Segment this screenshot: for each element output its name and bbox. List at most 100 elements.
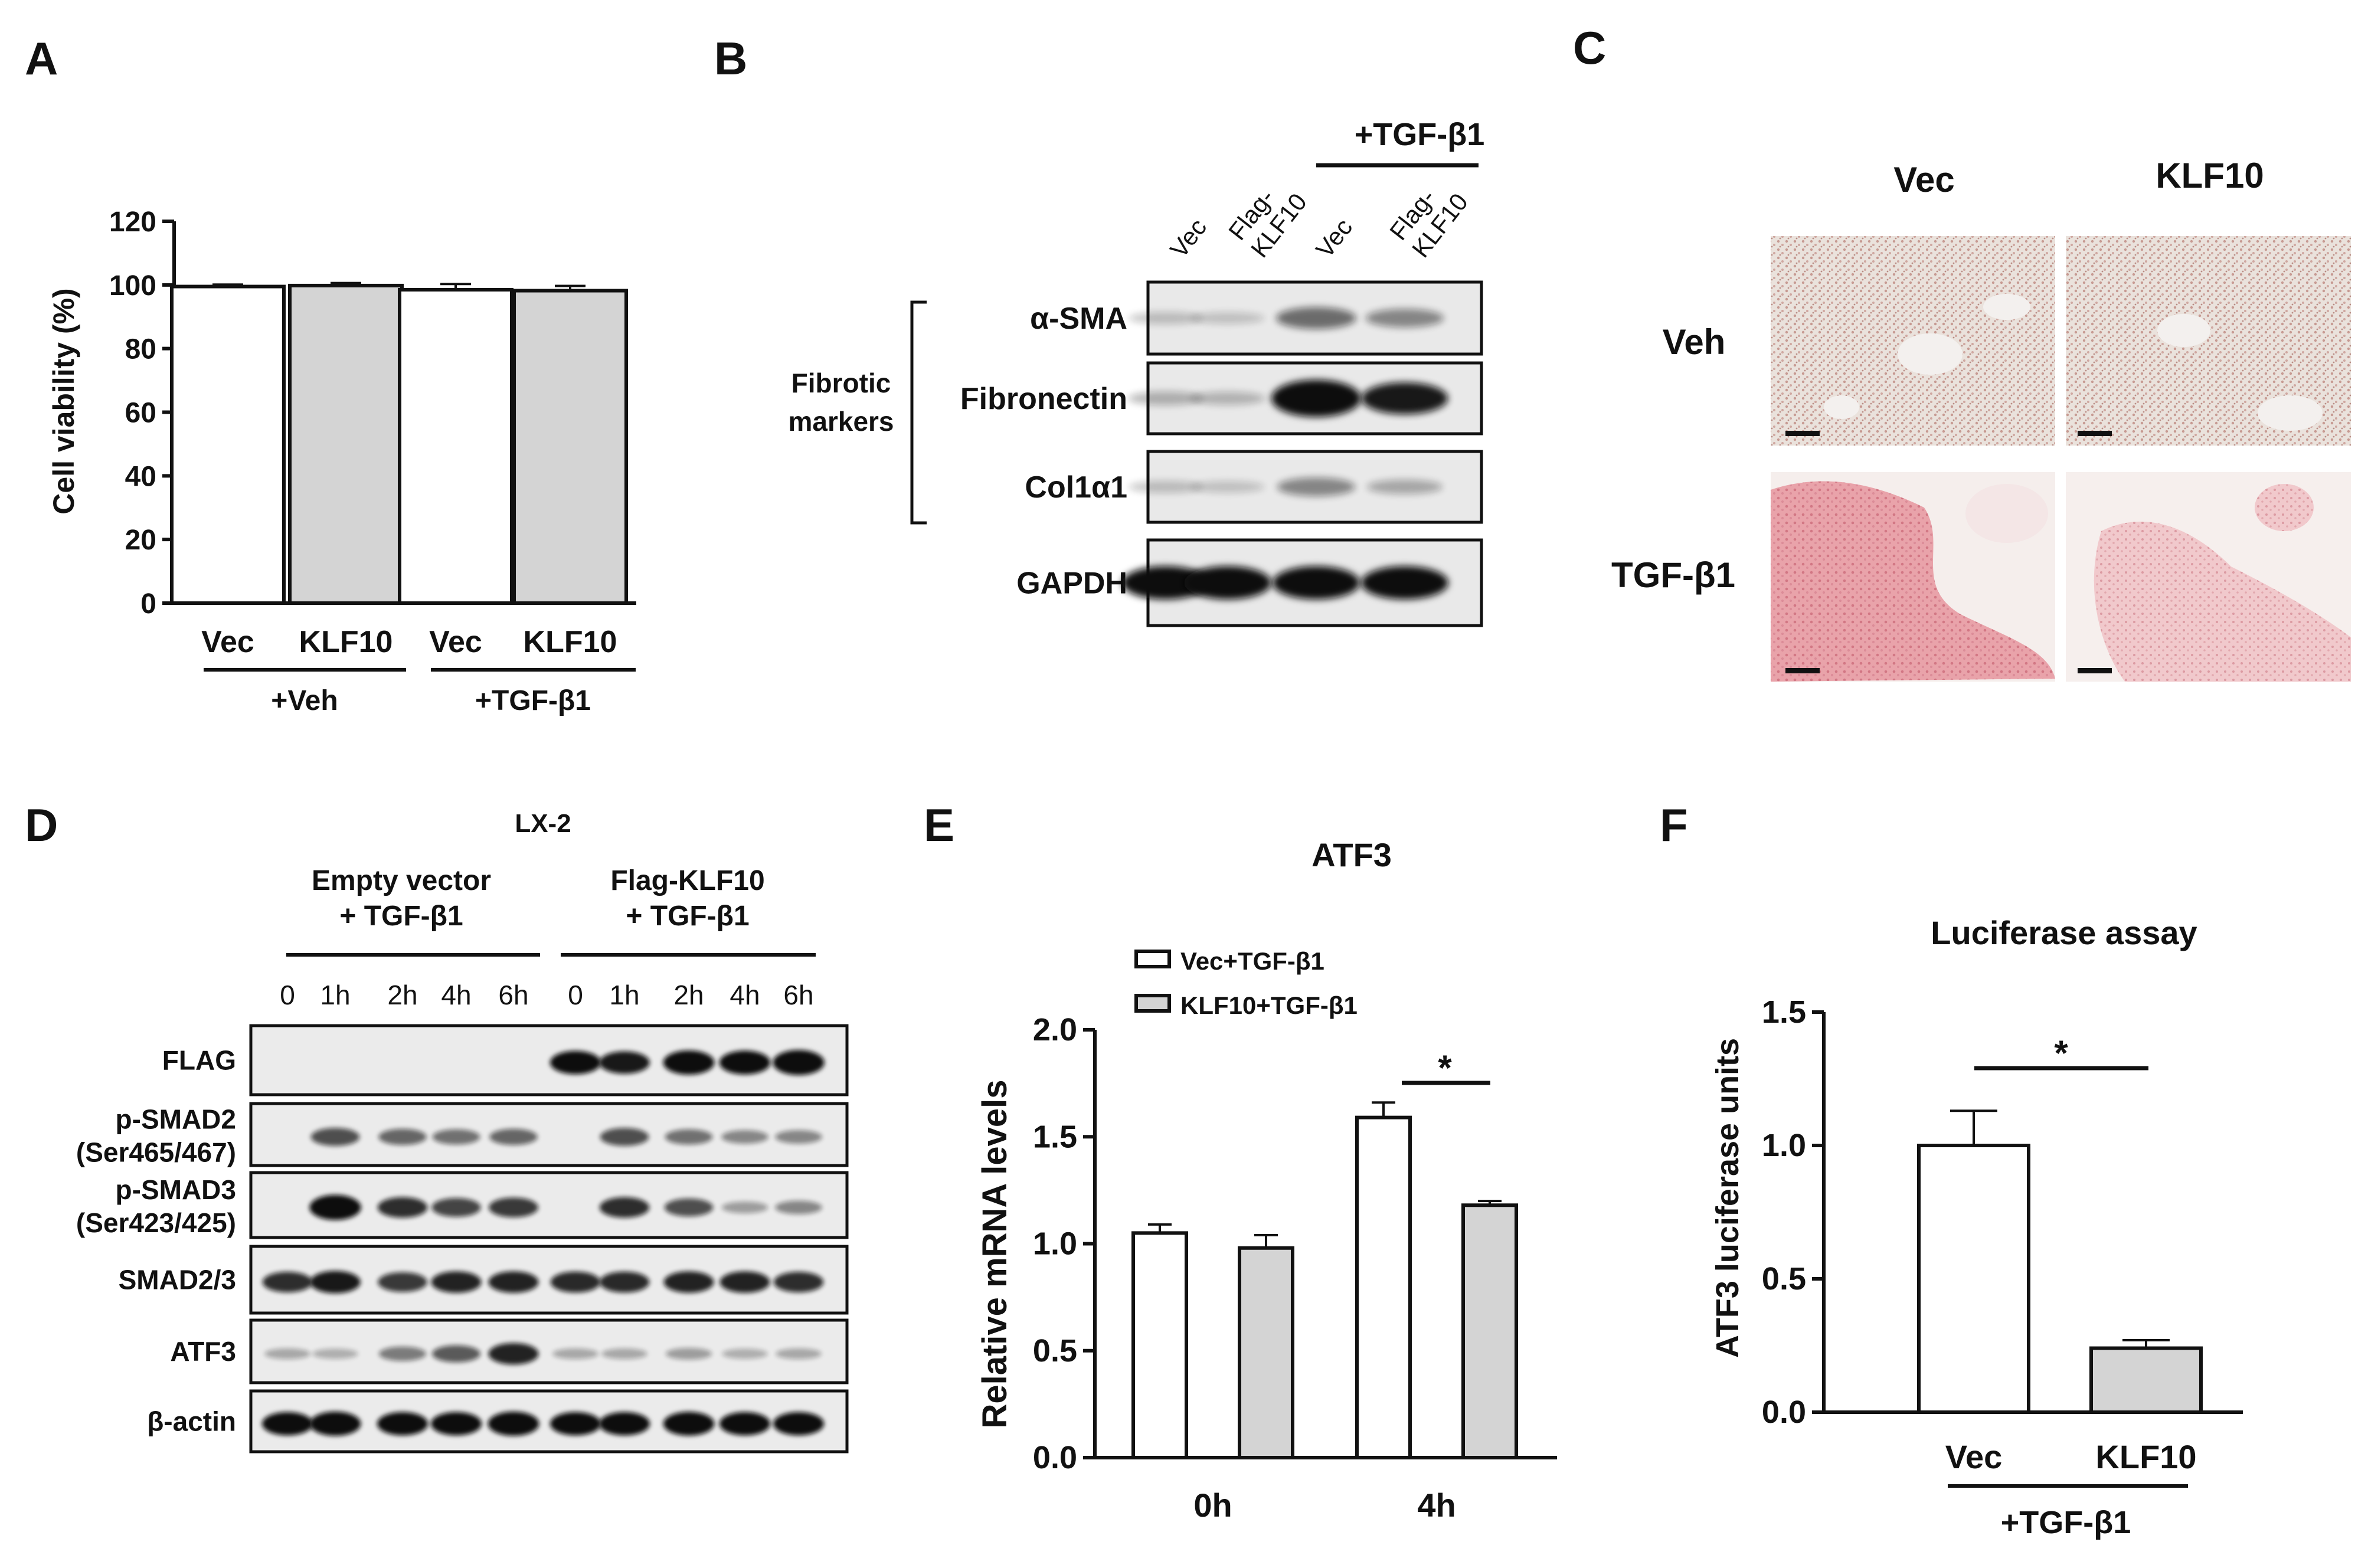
y-axis-label: Cell viability (%) <box>47 288 80 514</box>
band <box>773 1272 824 1292</box>
panel-c: C Vec KLF10 Veh TGF-β1 <box>1573 22 2351 682</box>
y-tick-label: 20 <box>125 525 156 556</box>
micrograph-veh-vec <box>1771 236 2055 446</box>
band <box>722 1348 768 1359</box>
blot-label: p-SMAD2 <box>116 1104 236 1135</box>
row-label-tgf: TGF-β1 <box>1611 555 1735 595</box>
band <box>309 1412 361 1436</box>
bar <box>1355 1115 1412 1459</box>
y-axis-label: Relative mRNA levels <box>976 1079 1014 1428</box>
bar <box>398 287 513 605</box>
panel-letter: C <box>1573 22 1606 74</box>
panel-f: F Luciferase assay ATF3 luciferase units… <box>1660 799 2243 1540</box>
band <box>1365 309 1444 328</box>
band <box>1361 566 1448 600</box>
significance-marker: * <box>1438 1048 1452 1088</box>
panel-letter: B <box>714 32 747 84</box>
panel-letter: A <box>25 32 58 84</box>
y-tick-label: 0.5 <box>1762 1261 1806 1297</box>
legend-swatch-vec <box>1134 950 1171 968</box>
band <box>377 1412 429 1436</box>
band <box>721 1202 768 1213</box>
panel-d: D LX-2 Empty vector + TGF-β1 Flag-KLF10 … <box>25 799 849 1454</box>
band <box>775 1200 822 1215</box>
band <box>775 1130 822 1144</box>
band <box>550 1412 601 1436</box>
band <box>552 1348 598 1360</box>
group-1-line-2: + TGF-β1 <box>339 901 463 932</box>
x-tick-label: KLF10 <box>299 625 393 659</box>
band <box>1277 477 1356 496</box>
bar <box>2089 1346 2203 1415</box>
timepoint-label: 4h <box>441 980 471 1010</box>
blot-label: FLAG <box>162 1045 236 1076</box>
bar <box>512 289 628 605</box>
band <box>665 1348 712 1360</box>
band <box>598 1412 650 1436</box>
micrograph-tgf-klf10 <box>2066 472 2351 682</box>
band <box>1122 566 1209 600</box>
x-tick-label: Vec <box>429 625 482 659</box>
band <box>1361 382 1448 414</box>
band <box>432 1129 480 1145</box>
col-label-vec: Vec <box>1893 160 1954 199</box>
group-label: +TGF-β1 <box>2001 1505 2131 1540</box>
col-label-klf10: KLF10 <box>2156 156 2264 195</box>
band <box>1271 379 1361 417</box>
band <box>1190 312 1265 324</box>
y-tick-label: 0 <box>140 588 156 620</box>
timepoint-label: 0 <box>280 980 295 1010</box>
band <box>312 1348 358 1359</box>
band <box>773 1412 825 1436</box>
band <box>378 1272 427 1292</box>
band <box>1129 312 1203 325</box>
band <box>719 1050 771 1075</box>
panel-a: A Cell viability (%) 0 20 40 60 80 100 120 Vec K… <box>25 32 636 716</box>
timepoint-label: 1h <box>320 980 350 1010</box>
y-axis-label: ATF3 luciferase units <box>1710 1038 1745 1358</box>
band <box>663 1050 715 1075</box>
band <box>599 1197 650 1218</box>
lane-label: Vec <box>1165 213 1212 263</box>
y-tick-label: 1.5 <box>1033 1119 1077 1154</box>
band <box>721 1130 768 1144</box>
panel-e: E ATF3 Vec+TGF-β1 KLF10+TGF-β1 Relative … <box>924 799 1557 1524</box>
y-tick-label: 60 <box>125 398 156 429</box>
band <box>488 1271 539 1293</box>
band <box>776 1348 822 1360</box>
bar <box>1461 1203 1518 1459</box>
western-blot-d: FLAG p-SMAD2(Ser465/467) p-SMAD3(Ser423/42… <box>76 1024 849 1454</box>
group-label-veh: +Veh <box>271 685 338 716</box>
blot-label: SMAD2/3 <box>119 1265 236 1295</box>
group-2-line-1: Flag-KLF10 <box>610 865 764 896</box>
timepoint-label: 4h <box>730 980 760 1010</box>
timepoint-label: 0 <box>568 980 583 1010</box>
x-tick-label: 4h <box>1417 1487 1456 1524</box>
y-tick-label: 80 <box>125 334 156 365</box>
band <box>1129 480 1203 493</box>
blot-label-site: (Ser423/425) <box>76 1207 236 1238</box>
band <box>378 1128 427 1145</box>
band <box>1184 566 1271 600</box>
lane-label: Vec <box>1310 213 1358 263</box>
blot-label: Fibronectin <box>960 382 1127 416</box>
band <box>377 1197 428 1218</box>
band <box>550 1050 601 1075</box>
timepoint-label: 6h <box>498 980 528 1010</box>
band <box>719 1271 770 1293</box>
band <box>663 1412 715 1436</box>
blot-label-site: (Ser465/467) <box>76 1137 236 1168</box>
band <box>264 1348 310 1360</box>
band <box>599 1051 650 1074</box>
band <box>488 1343 539 1365</box>
blot-label: p-SMAD3 <box>116 1174 236 1205</box>
band <box>489 1128 538 1145</box>
band <box>488 1412 539 1436</box>
x-tick-label: KLF10 <box>2095 1438 2196 1475</box>
chart-title: ATF3 <box>1311 836 1392 873</box>
legend-label-vec: Vec+TGF-β1 <box>1180 947 1324 975</box>
y-tick-label: 0.0 <box>1033 1440 1077 1475</box>
band <box>261 1412 313 1436</box>
lane-label: Flag-KLF10 <box>1223 171 1312 263</box>
